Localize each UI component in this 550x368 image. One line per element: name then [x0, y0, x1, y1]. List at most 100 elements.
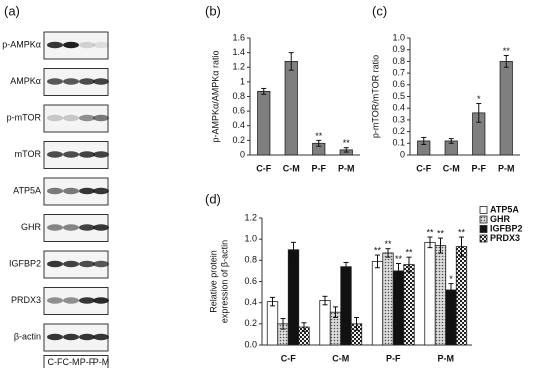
y-tick-label: 0.4: [232, 120, 245, 130]
error-bar: [396, 263, 401, 279]
blot-band: [47, 260, 63, 268]
y-tick-label: 0: [400, 149, 405, 159]
x-tick-label: C-F: [281, 353, 296, 363]
y-axis-label: Relative protein: [208, 250, 218, 313]
blot-row-label: β-actin: [14, 331, 41, 341]
blot-band: [47, 297, 63, 304]
y-tick-label: 0.7: [392, 67, 405, 77]
blot-band: [47, 114, 63, 122]
y-tick-label: 0.2: [232, 135, 245, 145]
blot-band: [47, 78, 63, 85]
blot-band: [79, 297, 95, 304]
bar: [403, 264, 415, 346]
error-bar: [448, 138, 454, 144]
error-bar: [288, 52, 294, 71]
panel-label: (d): [205, 191, 221, 206]
blot-band: [79, 333, 95, 341]
error-bar: [354, 316, 359, 331]
legend-swatch: [479, 225, 488, 233]
error-bar: [322, 295, 328, 306]
blot-band: [93, 114, 109, 122]
blot-row-label: p-AMPKα: [2, 39, 41, 49]
blot-row-label: IGFBP2: [9, 258, 41, 268]
significance-marker: **: [374, 245, 382, 255]
blot-band: [79, 41, 95, 49]
significance-marker: **: [384, 239, 392, 249]
error-bar: [406, 256, 412, 273]
blot-row-label: p-mTOR: [7, 112, 42, 122]
lane-label: C-F: [48, 357, 63, 367]
y-tick-label: 1.4: [232, 47, 245, 57]
error-bar: [375, 254, 380, 269]
legend-swatch: [479, 206, 488, 214]
lane-label: C-M: [63, 357, 80, 367]
significance-marker: **: [395, 254, 403, 264]
bar: [266, 301, 279, 346]
blot-band: [93, 224, 109, 231]
legend-label: PRDX3: [490, 233, 520, 243]
y-tick-label: 0.6: [232, 106, 245, 116]
blot-band: [93, 151, 109, 158]
blot-band: [93, 187, 109, 195]
error-bar: [438, 237, 443, 254]
significance-marker: **: [405, 248, 413, 258]
y-tick-label: 0.4: [392, 103, 405, 113]
x-tick-label: P-F: [472, 163, 487, 173]
error-bar: [316, 139, 322, 147]
y-tick-label: 1.2: [232, 62, 245, 72]
y-tick-label: 0.8: [392, 56, 405, 66]
x-tick-label: C-F: [256, 163, 271, 173]
error-bar: [301, 322, 307, 332]
blot-band: [63, 333, 79, 341]
y-tick-label: 0.8: [232, 91, 245, 101]
error-bar: [421, 136, 427, 145]
error-bar: [333, 306, 338, 318]
blot-row-label: AMPKα: [10, 76, 41, 86]
y-tick-label: 0.5: [392, 91, 405, 101]
error-bar: [291, 241, 296, 258]
significance-marker: **: [343, 138, 351, 148]
x-tick-label: C-M: [283, 163, 300, 173]
bar: [445, 289, 457, 346]
error-bar: [448, 283, 454, 297]
bar: [371, 260, 384, 346]
error-bar: [261, 87, 267, 95]
y-tick-label: 0.3: [392, 114, 405, 124]
blot-band: [93, 260, 109, 268]
bar: [499, 61, 513, 156]
x-tick-label: P-M: [338, 163, 355, 173]
y-tick-label: 0: [240, 149, 245, 159]
y-tick-label: 0.2: [244, 318, 257, 328]
y-tick-label: 0.9: [392, 44, 405, 54]
panel-label: (c): [372, 3, 387, 18]
blot-band: [93, 333, 109, 341]
bar: [434, 245, 447, 346]
error-bar: [459, 236, 464, 257]
blot-band: [63, 187, 79, 195]
bar: [392, 270, 405, 346]
y-tick-label: 0.6: [392, 79, 405, 89]
y-tick-label: 1: [240, 76, 245, 86]
error-bar: [385, 248, 391, 258]
blot-band: [47, 224, 63, 231]
legend-swatch: [479, 234, 488, 243]
y-tick-label: 1.0: [244, 234, 257, 244]
x-tick-label: P-M: [438, 353, 455, 363]
blot-row-label: GHR: [21, 222, 42, 232]
error-bar: [270, 296, 275, 307]
blot-band: [93, 78, 109, 85]
y-tick-label: 0.0: [244, 339, 257, 349]
x-tick-label: C-M: [443, 163, 460, 173]
bar: [382, 252, 394, 346]
y-tick-label: 1.2: [244, 212, 257, 222]
y-axis-label: expression of β-actin: [219, 240, 229, 323]
blot-row-label: ATP5A: [13, 185, 41, 195]
y-tick-label: 0.2: [392, 126, 405, 136]
blot-band: [63, 224, 79, 231]
bar: [455, 246, 468, 346]
blot-band: [79, 151, 95, 158]
y-tick-label: 0.4: [244, 297, 257, 307]
blot-band: [63, 260, 79, 268]
y-axis-label: p-mTOR/mTOR ratio: [370, 55, 380, 138]
blot-band: [79, 260, 95, 268]
